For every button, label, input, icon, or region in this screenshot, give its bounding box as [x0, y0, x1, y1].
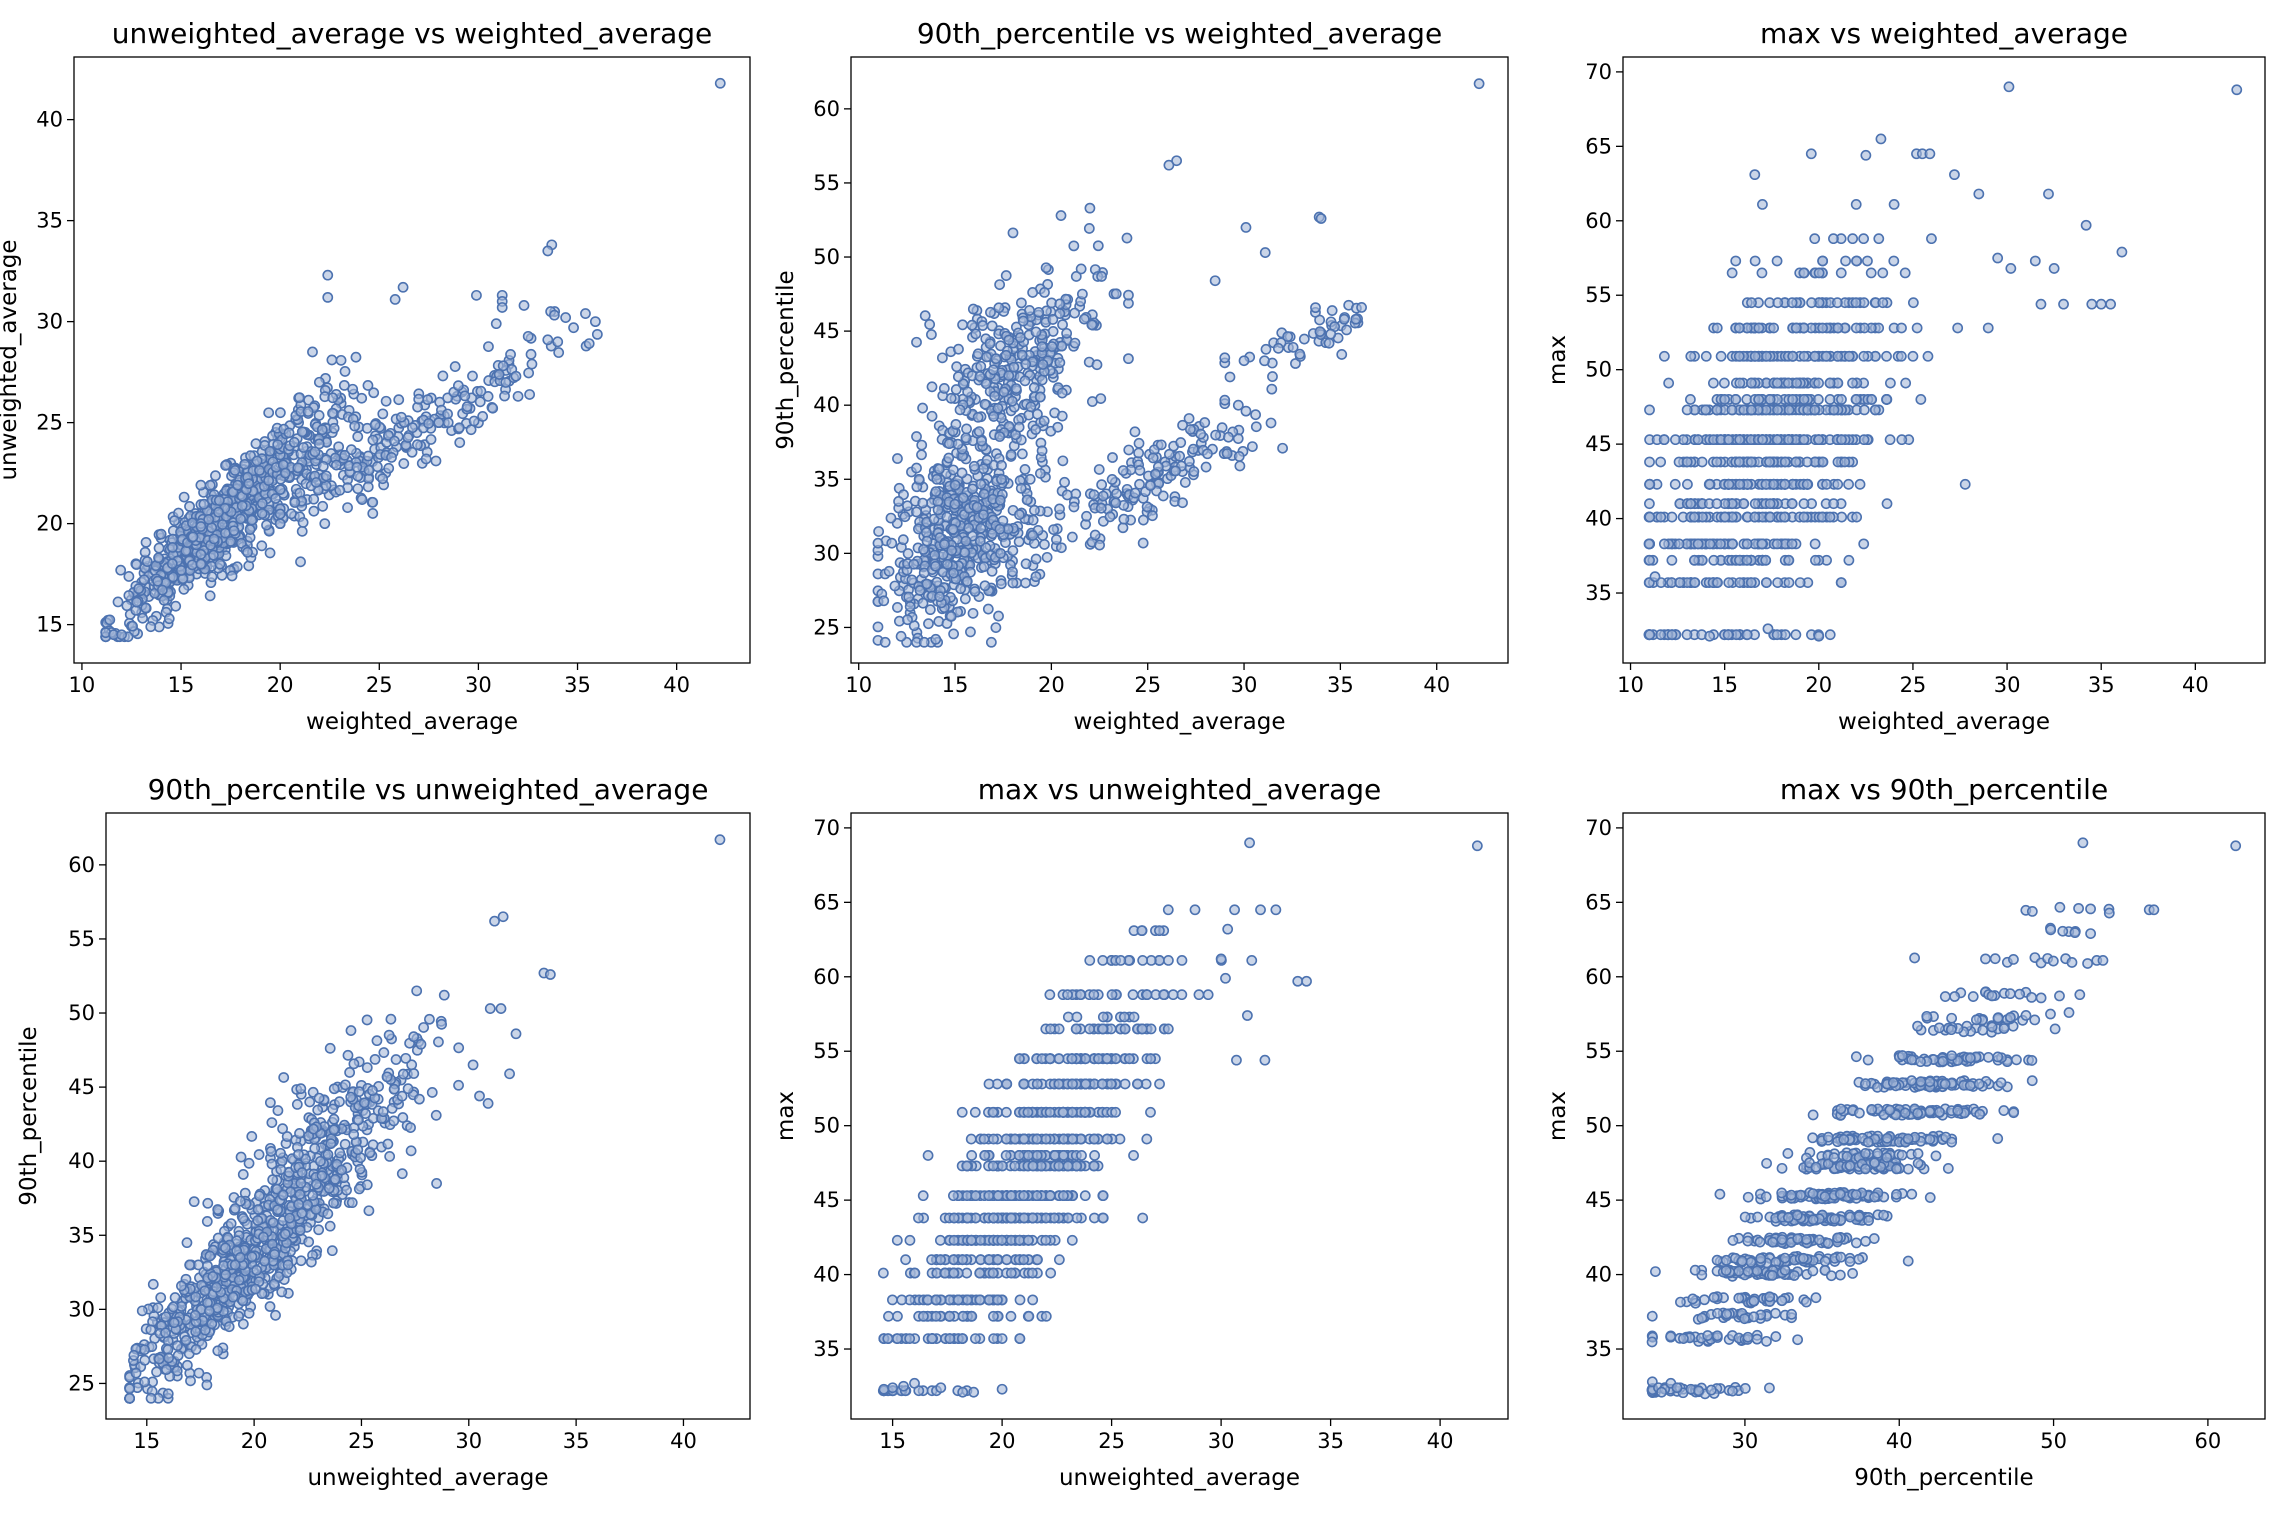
data-point — [121, 600, 133, 612]
data-point — [178, 491, 190, 503]
data-point — [127, 620, 138, 632]
subplot-unweighted-vs-weighted: 10 15 20 25 30 35 40 15 20 25 30 35 40 unweighted_ave… — [0, 0, 751, 735]
data-point — [145, 621, 157, 633]
data-point — [339, 366, 351, 377]
data-point — [153, 552, 164, 564]
data-point — [152, 575, 164, 587]
data-point — [204, 590, 216, 602]
data-point — [226, 570, 238, 582]
data-point — [123, 571, 135, 582]
data-point — [163, 613, 175, 625]
data-point — [115, 564, 127, 576]
data-point — [123, 590, 135, 601]
data-point — [167, 571, 179, 583]
data-point — [206, 571, 218, 583]
data-point — [104, 614, 116, 626]
data-point — [175, 564, 187, 576]
data-point — [133, 583, 145, 595]
data-point — [156, 584, 168, 596]
data-point — [166, 558, 178, 570]
data-point — [170, 600, 182, 612]
data-point — [187, 531, 199, 543]
data-point — [298, 442, 309, 453]
data-point — [140, 602, 152, 614]
data-point — [158, 594, 170, 606]
data-point — [220, 459, 231, 471]
data-point — [213, 495, 225, 506]
data-point — [313, 410, 325, 421]
data-points — [100, 77, 726, 643]
data-point — [112, 596, 124, 608]
data-point — [184, 500, 195, 512]
data-point — [131, 596, 143, 608]
data-point — [208, 549, 219, 561]
data-point — [167, 541, 178, 553]
data-point — [137, 612, 149, 624]
data-point — [139, 546, 151, 558]
data-point — [350, 351, 362, 363]
data-point — [169, 515, 180, 527]
data-point — [155, 528, 167, 540]
